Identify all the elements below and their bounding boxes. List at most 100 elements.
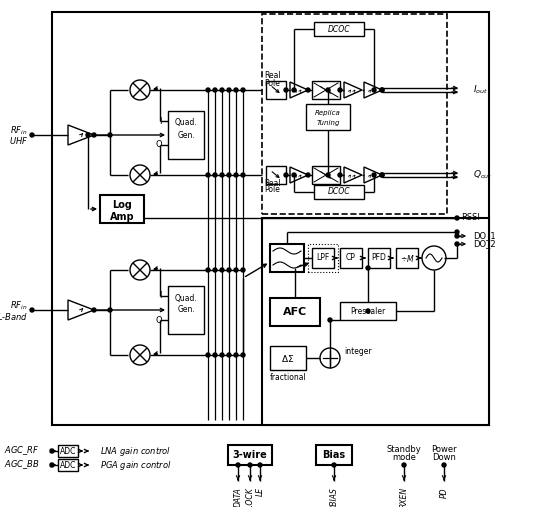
Bar [306,104,350,130]
Bar [312,248,334,268]
Circle shape [338,173,342,177]
Circle shape [442,463,446,467]
Circle shape [455,230,459,234]
Bar [314,185,364,199]
Text: PFD: PFD [372,254,387,263]
Circle shape [372,173,376,177]
Circle shape [92,308,96,312]
Text: $\Delta\Sigma$: $\Delta\Sigma$ [282,352,295,364]
Circle shape [258,463,262,467]
Text: ADC: ADC [60,460,76,469]
Circle shape [380,173,384,177]
Text: AFC: AFC [283,307,307,317]
Circle shape [213,173,217,177]
Text: $AGC\_RF$: $AGC\_RF$ [4,445,40,457]
Circle shape [380,88,384,92]
Text: Quad.: Quad. [175,119,197,127]
Text: integer: integer [344,347,372,356]
Circle shape [366,266,370,270]
Circle shape [220,353,224,357]
Bar [52,12,489,425]
Text: Replica: Replica [315,110,341,116]
Text: ADC: ADC [60,447,76,455]
Bar [312,166,340,184]
Text: DATA: DATA [234,487,243,507]
Text: $I_{out}$: $I_{out}$ [473,84,488,96]
Text: Log: Log [112,200,132,210]
Circle shape [332,463,336,467]
Circle shape [338,88,342,92]
Text: DO_2: DO_2 [473,239,496,248]
Text: Pole: Pole [264,186,280,195]
Text: Quad.: Quad. [175,294,197,303]
Text: Standby: Standby [387,445,421,453]
Bar [270,346,306,370]
Text: Real: Real [264,71,280,81]
Circle shape [213,88,217,92]
Bar [228,445,272,465]
Text: Gen.: Gen. [177,306,195,314]
Circle shape [227,173,231,177]
Text: $L$-$Band$: $L$-$Band$ [0,310,28,321]
Text: Q: Q [155,315,162,324]
Circle shape [455,242,459,246]
Text: $RF_{in}$: $RF_{in}$ [10,300,28,312]
Circle shape [328,318,332,322]
Text: CP: CP [346,254,356,263]
Bar [262,14,447,214]
Circle shape [455,234,459,238]
Text: $\div M$: $\div M$ [400,252,414,264]
Circle shape [206,353,210,357]
Bar [262,218,489,425]
Text: $PGA$ gain control: $PGA$ gain control [100,458,172,472]
Text: PD: PD [439,487,448,497]
Circle shape [50,449,54,453]
Circle shape [108,308,112,312]
Text: Real: Real [264,178,280,188]
Text: DCOC: DCOC [328,188,350,197]
Circle shape [227,88,231,92]
Text: Bias: Bias [322,450,345,460]
Circle shape [206,88,210,92]
Bar [58,459,78,471]
Circle shape [108,133,112,137]
Text: $UHF$: $UHF$ [9,135,28,147]
Circle shape [284,88,288,92]
Circle shape [234,88,238,92]
Text: CLOCK: CLOCK [245,487,255,507]
Circle shape [241,268,245,272]
Circle shape [227,268,231,272]
Bar [340,248,362,268]
Bar [308,244,338,272]
Circle shape [284,173,288,177]
Text: Prescaler: Prescaler [350,307,386,315]
Text: Down: Down [432,453,456,461]
Bar [168,286,204,334]
Circle shape [241,88,245,92]
Text: Q: Q [155,140,162,150]
Text: Amp: Amp [109,212,134,222]
Circle shape [220,173,224,177]
Bar [266,81,286,99]
Circle shape [372,88,376,92]
Circle shape [241,173,245,177]
Text: I: I [160,117,162,126]
Circle shape [206,268,210,272]
Bar [368,248,390,268]
Text: RXEN: RXEN [399,487,409,507]
Circle shape [366,309,370,313]
Circle shape [326,88,330,92]
Text: DO_1: DO_1 [473,232,496,240]
Text: I: I [160,292,162,301]
Text: $Q_{out}$: $Q_{out}$ [473,169,493,181]
Bar [270,244,304,272]
Text: $LNA$ gain control: $LNA$ gain control [100,445,171,457]
Circle shape [326,173,330,177]
Bar [340,302,396,320]
Circle shape [50,463,54,467]
Circle shape [30,133,34,137]
Text: $RF_{in}$: $RF_{in}$ [10,125,28,137]
Text: 3-wire: 3-wire [233,450,267,460]
Text: mode: mode [392,453,416,461]
Text: Power: Power [431,445,457,453]
